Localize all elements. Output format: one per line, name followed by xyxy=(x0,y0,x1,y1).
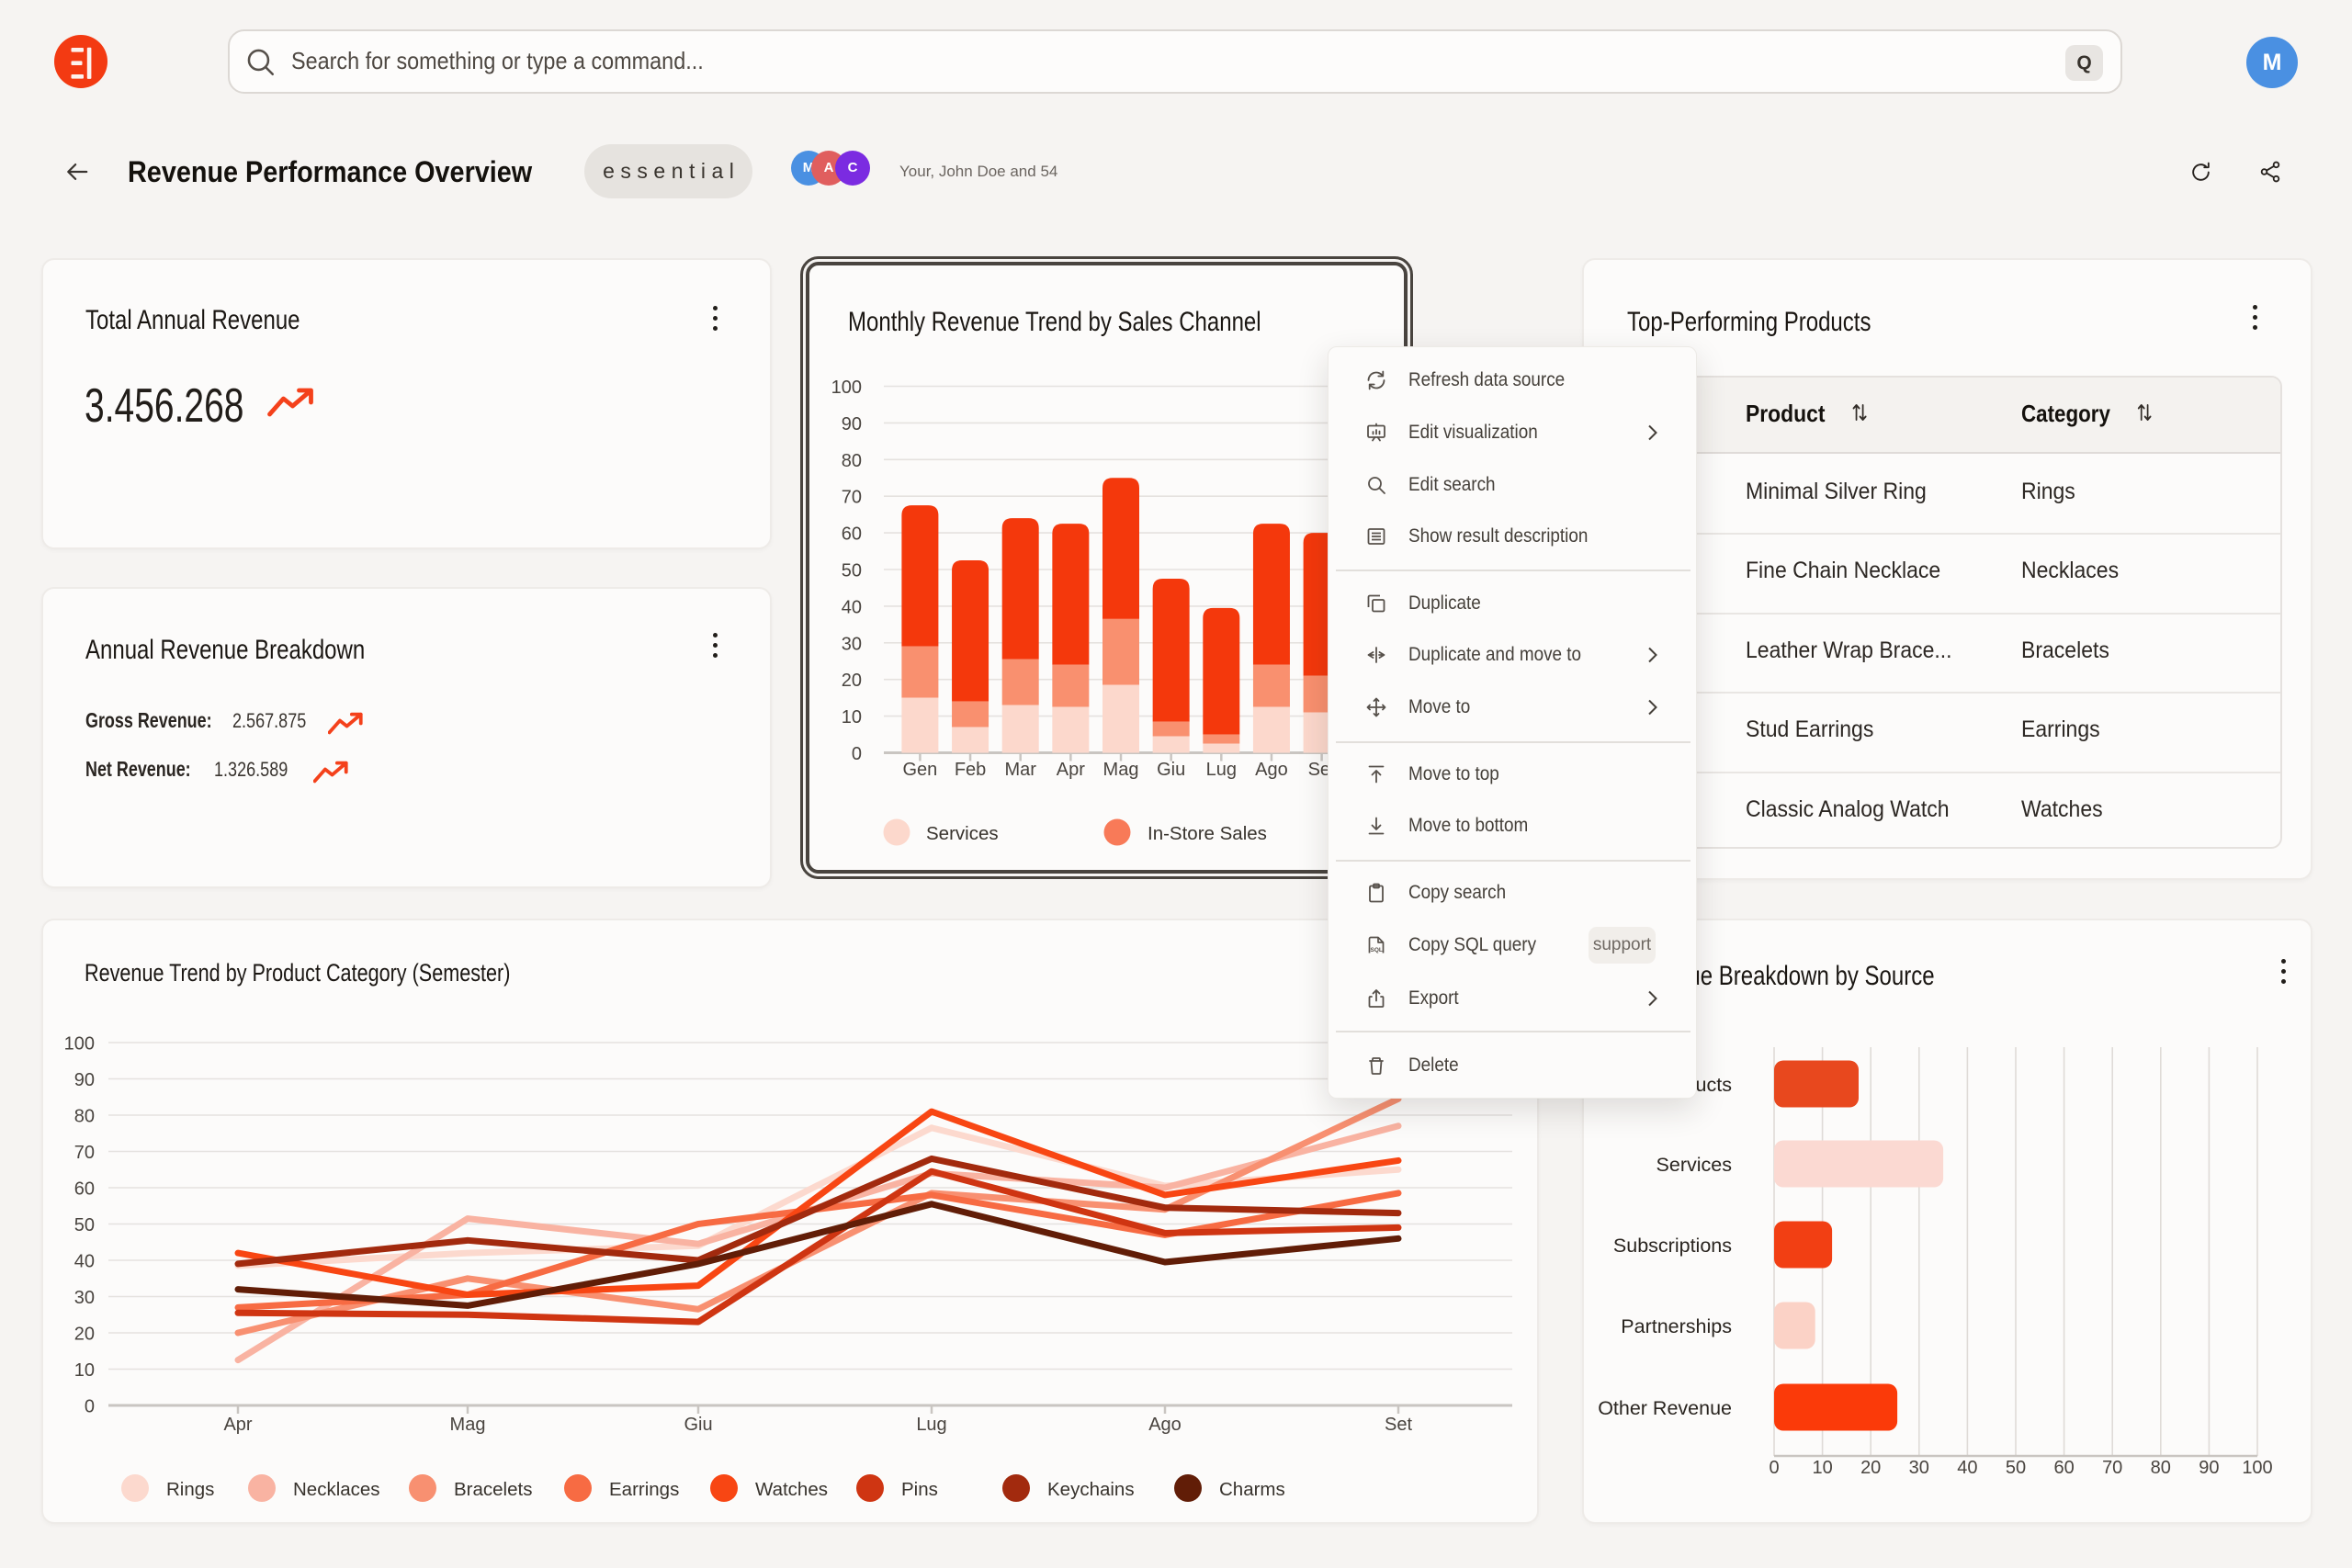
svg-text:100: 100 xyxy=(2242,1458,2272,1478)
svg-text:Subscriptions: Subscriptions xyxy=(1613,1235,1732,1257)
svg-text:50: 50 xyxy=(74,1215,95,1235)
svg-text:Watches: Watches xyxy=(755,1479,828,1500)
svg-text:Partnerships: Partnerships xyxy=(1621,1315,1732,1337)
svg-text:30: 30 xyxy=(842,634,862,654)
svg-text:Lug: Lug xyxy=(1206,760,1237,780)
svg-text:80: 80 xyxy=(74,1107,95,1127)
svg-text:Apr: Apr xyxy=(223,1415,252,1435)
svg-text:Other Revenue: Other Revenue xyxy=(1598,1397,1732,1419)
svg-text:Ago: Ago xyxy=(1148,1415,1182,1435)
svg-text:100: 100 xyxy=(831,378,862,398)
svg-text:10: 10 xyxy=(74,1360,95,1381)
svg-text:60: 60 xyxy=(2053,1458,2074,1478)
svg-text:Earrings: Earrings xyxy=(609,1479,679,1500)
svg-text:20: 20 xyxy=(1860,1458,1881,1478)
svg-text:Lug: Lug xyxy=(916,1415,946,1435)
svg-text:80: 80 xyxy=(842,451,862,471)
svg-text:0: 0 xyxy=(852,744,862,764)
svg-text:90: 90 xyxy=(842,414,862,434)
svg-text:70: 70 xyxy=(74,1143,95,1163)
svg-text:Bracelets: Bracelets xyxy=(454,1479,532,1500)
svg-text:20: 20 xyxy=(74,1325,95,1345)
svg-text:Rings: Rings xyxy=(166,1479,214,1500)
svg-text:40: 40 xyxy=(842,597,862,617)
svg-text:70: 70 xyxy=(2102,1458,2122,1478)
svg-text:Giu: Giu xyxy=(684,1415,712,1435)
svg-text:90: 90 xyxy=(74,1070,95,1090)
svg-text:40: 40 xyxy=(1957,1458,1977,1478)
svg-text:Ago: Ago xyxy=(1255,760,1288,780)
svg-text:Keychains: Keychains xyxy=(1047,1479,1135,1500)
svg-text:40: 40 xyxy=(74,1252,95,1272)
svg-text:0: 0 xyxy=(85,1397,95,1417)
svg-text:Giu: Giu xyxy=(1157,760,1185,780)
svg-text:Mar: Mar xyxy=(1004,760,1036,780)
svg-text:Charms: Charms xyxy=(1219,1479,1285,1500)
svg-text:Mag: Mag xyxy=(1103,760,1139,780)
svg-text:Set: Set xyxy=(1385,1415,1412,1435)
svg-text:Gen: Gen xyxy=(902,760,937,780)
svg-text:Feb: Feb xyxy=(955,760,986,780)
svg-text:SQL: SQL xyxy=(1371,947,1383,953)
svg-text:80: 80 xyxy=(2151,1458,2171,1478)
svg-text:Mag: Mag xyxy=(450,1415,486,1435)
svg-text:10: 10 xyxy=(842,707,862,728)
svg-text:Services: Services xyxy=(1657,1154,1732,1176)
svg-text:50: 50 xyxy=(2006,1458,2026,1478)
svg-text:30: 30 xyxy=(1909,1458,1929,1478)
svg-text:In-Store Sales: In-Store Sales xyxy=(1148,823,1267,844)
svg-text:90: 90 xyxy=(2199,1458,2219,1478)
svg-text:Apr: Apr xyxy=(1057,760,1085,780)
svg-text:100: 100 xyxy=(64,1034,95,1055)
svg-text:50: 50 xyxy=(842,561,862,581)
svg-text:20: 20 xyxy=(842,671,862,691)
svg-text:10: 10 xyxy=(1812,1458,1832,1478)
svg-text:60: 60 xyxy=(842,525,862,545)
svg-text:Necklaces: Necklaces xyxy=(293,1479,380,1500)
svg-text:70: 70 xyxy=(842,488,862,508)
svg-text:60: 60 xyxy=(74,1179,95,1200)
svg-text:30: 30 xyxy=(74,1288,95,1308)
svg-text:Pins: Pins xyxy=(901,1479,938,1500)
svg-text:0: 0 xyxy=(1769,1458,1779,1478)
svg-text:Services: Services xyxy=(926,823,999,844)
